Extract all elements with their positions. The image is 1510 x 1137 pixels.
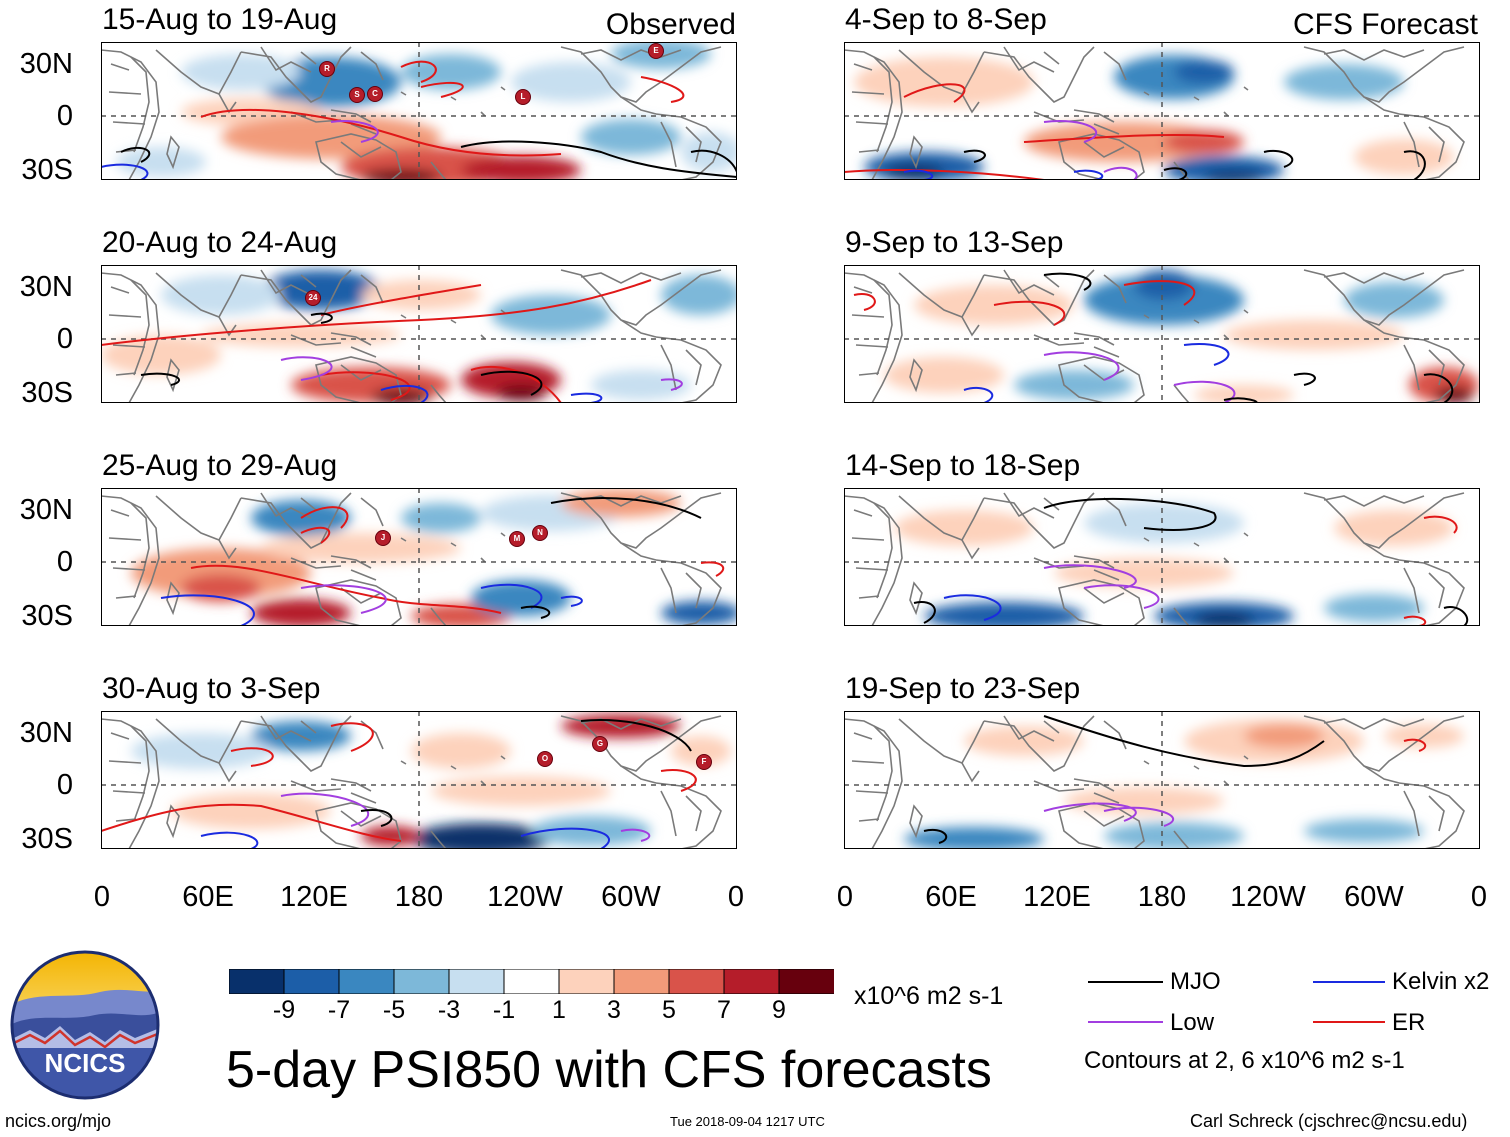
legend-contour-note: Contours at 2, 6 x10^6 m2 s-1 [1084, 1047, 1405, 1074]
panel-title-obs-4: 30-Aug to 3-Sep [102, 672, 321, 705]
logo-text: NCICS [45, 1048, 126, 1078]
lon-label: 120W [487, 881, 563, 913]
panel-title-fc-3: 14-Sep to 18-Sep [845, 449, 1081, 482]
legend-label-kelvin: Kelvin x2 [1392, 968, 1490, 995]
legend-label-er: ER [1392, 1009, 1426, 1036]
colorbar-swatch [558, 968, 615, 995]
main-title: 5-day PSI850 with CFS forecasts [226, 1041, 992, 1099]
panel-title-fc-2: 9-Sep to 13-Sep [845, 226, 1064, 259]
lon-label: 0 [836, 881, 854, 913]
colorbar-tick-label: 1 [552, 996, 566, 1024]
colorbar-swatch [393, 968, 450, 995]
lon-label: 0 [1470, 881, 1488, 913]
lat-label-30s: 30S [21, 377, 73, 409]
lon-label: 0 [93, 881, 111, 913]
map-panel-obs-3 [101, 488, 737, 626]
lat-label-30n: 30N [19, 48, 73, 80]
lon-label: 60E [182, 881, 234, 913]
lon-label: 60W [1344, 881, 1404, 913]
storm-marker: L [515, 89, 531, 105]
colorbar [228, 968, 835, 995]
colorbar-swatch [503, 968, 560, 995]
storm-marker: 24 [305, 290, 321, 306]
lat-label-eq: 0 [56, 769, 73, 801]
lat-label-30n: 30N [19, 494, 73, 526]
colorbar-tick-label: 7 [717, 996, 731, 1024]
map-panel-fc-2 [844, 265, 1480, 403]
colorbar-units: x10^6 m2 s-1 [854, 982, 1004, 1010]
colorbar-swatch [778, 968, 835, 995]
colorbar-swatch [668, 968, 725, 995]
lon-label: 120E [1023, 881, 1091, 913]
ncics-logo: NCICS [10, 950, 160, 1100]
footer-link[interactable]: ncics.org/mjo [5, 1111, 112, 1131]
legend-label-mjo: MJO [1170, 968, 1221, 995]
legend-label-low: Low [1170, 1009, 1215, 1036]
lat-label-eq: 0 [56, 100, 73, 132]
lat-label-eq: 0 [56, 323, 73, 355]
lon-label: 180 [1137, 881, 1187, 913]
footer-author: Carl Schreck (cjschrec@ncsu.edu) [1190, 1111, 1468, 1131]
map-panel-fc-4 [844, 711, 1480, 849]
storm-marker: F [696, 754, 712, 770]
lon-label: 60E [925, 881, 977, 913]
lat-label-30s: 30S [21, 823, 73, 855]
map-panel-fc-3 [844, 488, 1480, 626]
colorbar-tick-label: -7 [327, 996, 351, 1024]
storm-marker: G [592, 736, 608, 752]
map-panel-obs-1 [101, 42, 737, 180]
colorbar-tick-label: 9 [772, 996, 786, 1024]
lat-label-30n: 30N [19, 717, 73, 749]
lat-label-eq: 0 [56, 546, 73, 578]
storm-marker: E [648, 43, 664, 59]
lat-label-30n: 30N [19, 271, 73, 303]
colorbar-swatch [613, 968, 670, 995]
storm-marker: C [367, 86, 383, 102]
panel-title-fc-4: 19-Sep to 23-Sep [845, 672, 1081, 705]
panel-title-obs-2: 20-Aug to 24-Aug [102, 226, 338, 259]
storm-marker: M [509, 531, 525, 547]
colorbar-swatch [283, 968, 340, 995]
colorbar-tick-label: -5 [382, 996, 406, 1024]
colorbar-swatch [338, 968, 395, 995]
colorbar-tick-label: 5 [662, 996, 676, 1024]
map-panel-obs-4 [101, 711, 737, 849]
colorbar-swatch [723, 968, 780, 995]
lat-label-30s: 30S [21, 600, 73, 632]
lon-label: 0 [727, 881, 745, 913]
observed-header: Observed [605, 8, 736, 41]
panel-title-fc-1: 4-Sep to 8-Sep [845, 3, 1047, 36]
lon-label: 180 [394, 881, 444, 913]
footer-timestamp: Tue 2018-09-04 1217 UTC [670, 1114, 825, 1129]
colorbar-tick-label: -3 [437, 996, 461, 1024]
lon-label: 120W [1230, 881, 1306, 913]
map-panel-fc-1 [844, 42, 1480, 180]
lon-label: 60W [601, 881, 661, 913]
storm-marker: S [349, 87, 365, 103]
panel-title-obs-3: 25-Aug to 29-Aug [102, 449, 338, 482]
storm-marker: J [375, 530, 391, 546]
lon-label: 120E [280, 881, 348, 913]
legend [1088, 968, 1508, 1048]
storm-marker: R [319, 61, 335, 77]
panel-title-obs-1: 15-Aug to 19-Aug [102, 3, 338, 36]
colorbar-tick-label: 3 [607, 996, 621, 1024]
colorbar-tick-label: -1 [492, 996, 516, 1024]
forecast-header: CFS Forecast [1292, 8, 1478, 41]
colorbar-tick-label: -9 [272, 996, 296, 1024]
lat-label-30s: 30S [21, 154, 73, 186]
storm-marker: O [537, 751, 553, 767]
storm-marker: N [532, 525, 548, 541]
colorbar-swatch [448, 968, 505, 995]
map-panel-obs-2 [101, 265, 737, 403]
colorbar-swatch [228, 968, 285, 995]
